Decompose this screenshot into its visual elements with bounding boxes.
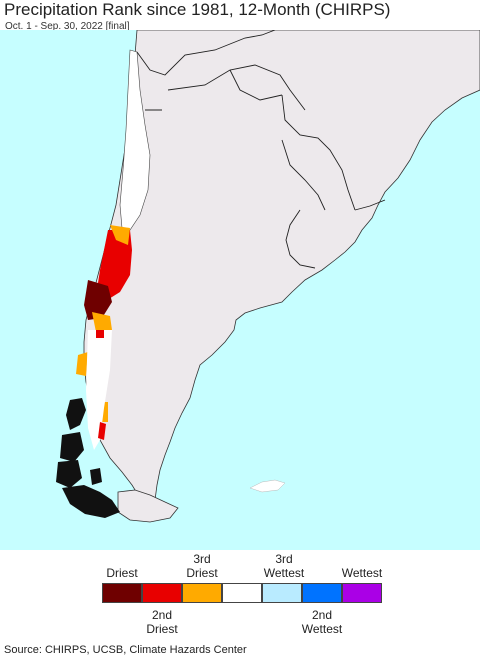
map-area — [0, 29, 480, 550]
chile-central-dark — [84, 280, 112, 320]
country-borders — [136, 29, 386, 269]
map-svg — [0, 29, 480, 550]
chile-south-white — [86, 330, 112, 450]
chile-central-driest — [96, 230, 132, 302]
legend-label-2nd-driest: 2nd Driest — [146, 608, 178, 636]
legend-label-wettest: Wettest — [341, 566, 383, 580]
legend-label-3rd-wettest: 3rd Wettest — [263, 552, 305, 580]
legend-label-driest: Driest — [106, 566, 138, 580]
legend-swatch-2nd-driest — [142, 583, 182, 603]
legend-swatch-3rd-wettest — [262, 583, 302, 603]
chile-north — [119, 49, 151, 231]
land-mass — [83, 29, 480, 509]
legend: Driest 3rd Driest 3rd Wettest Wettest 2n… — [0, 550, 480, 640]
map-subtitle: Oct. 1 - Sep. 30, 2022 [final] — [5, 21, 130, 32]
chile-south-red-patches — [96, 330, 106, 440]
legend-label-2nd-wettest: 2nd Wettest — [301, 608, 343, 636]
chile-central-orange — [76, 225, 130, 422]
source-credit: Source: CHIRPS, UCSB, Climate Hazards Ce… — [4, 644, 247, 656]
fjord-islands — [56, 398, 120, 518]
legend-swatch-2nd-wettest — [302, 583, 342, 603]
legend-swatch-wettest — [342, 583, 382, 603]
legend-label-3rd-driest: 3rd Driest — [186, 552, 218, 580]
tierra-del-fuego — [117, 489, 179, 523]
legend-swatch-driest — [102, 583, 142, 603]
falkland-islands — [249, 479, 286, 493]
legend-swatch-normal — [222, 583, 262, 603]
map-title: Precipitation Rank since 1981, 12-Month … — [4, 0, 391, 19]
legend-swatch-3rd-driest — [182, 583, 222, 603]
